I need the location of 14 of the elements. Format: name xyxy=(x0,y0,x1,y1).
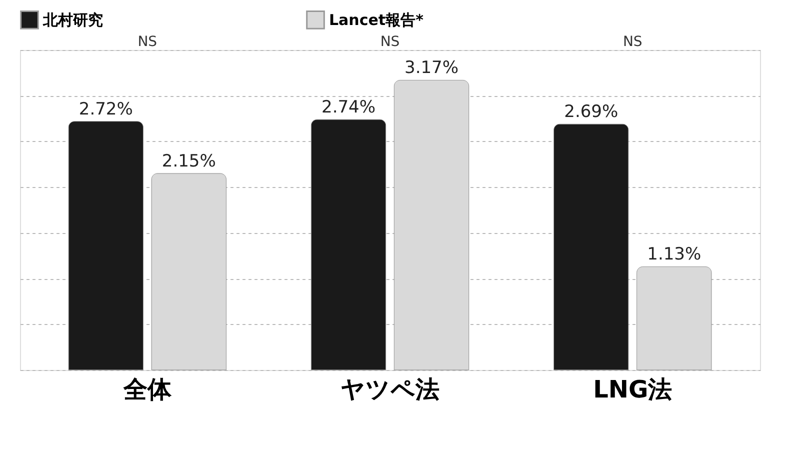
text: NS xyxy=(138,34,158,50)
data-label: 1.13% xyxy=(647,244,702,265)
legend-label: Lancet報告* xyxy=(329,10,424,29)
data-label: 2.72% xyxy=(78,99,133,120)
data-label: 2.69% xyxy=(564,102,618,122)
data-label: 3.17% xyxy=(404,58,459,78)
data-label: 2.74% xyxy=(321,97,376,118)
x-tick-label: LNG法 xyxy=(593,376,672,404)
x-tick-label: ヤツペ法 xyxy=(340,376,440,404)
text: NS xyxy=(380,34,400,50)
data-label: 2.15% xyxy=(162,151,216,172)
x-tick-label: 全体 xyxy=(122,376,172,404)
text: NS xyxy=(622,34,642,50)
legend-label: 北村研究 xyxy=(42,10,103,29)
